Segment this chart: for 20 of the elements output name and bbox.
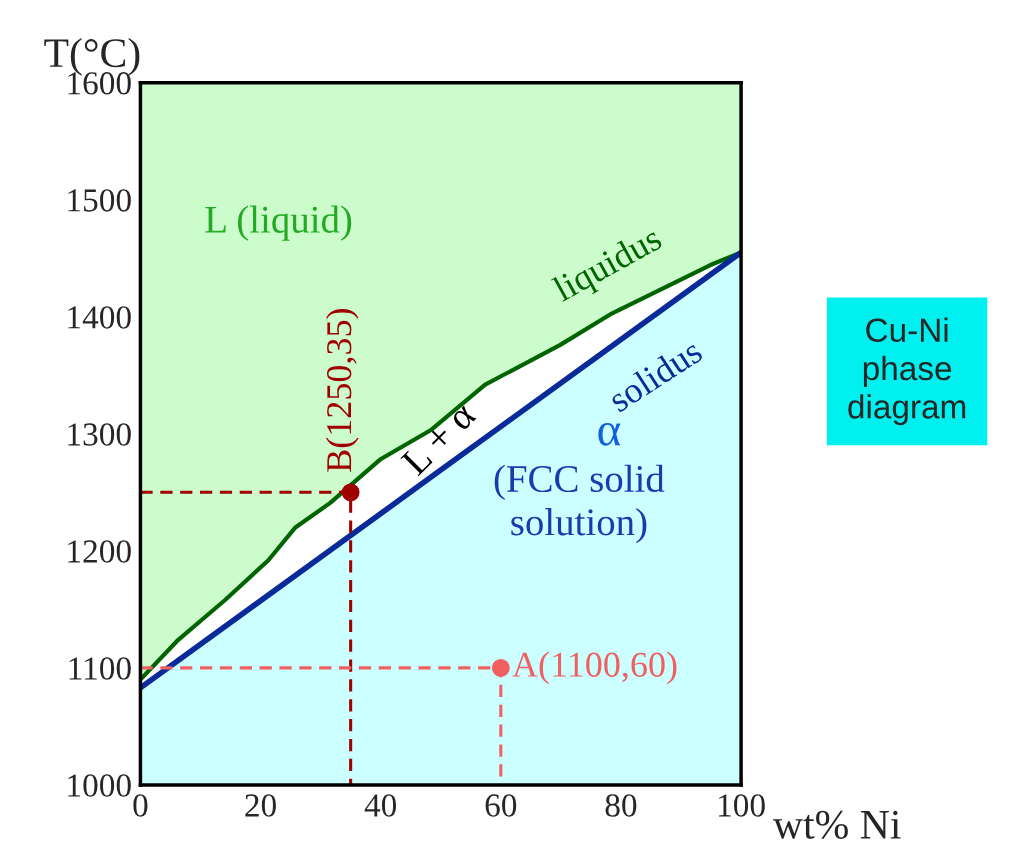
y-tick-label: 1000 (68, 774, 131, 797)
x-tick-label: 100 (719, 794, 765, 817)
annotation: (FCC solid solution) (494, 464, 665, 544)
annotation: L + α (400, 400, 477, 477)
y-tick-label: 1300 (68, 423, 131, 446)
annotation: A(1100,60) (512, 651, 677, 685)
x-axis-title: wt% Ni (772, 810, 901, 839)
x-tick-label: 20 (245, 794, 276, 817)
annotation: B(1250,35) (325, 308, 359, 472)
annotation: α (598, 422, 621, 446)
annotation: L (liquid) (205, 205, 352, 241)
y-tick-label: 1500 (68, 189, 131, 212)
y-tick-label: 1200 (68, 540, 131, 563)
text: Cu-Ni phase diagram (848, 317, 966, 426)
x-tick-label: 0 (133, 794, 148, 817)
y-tick-label: 1100 (69, 657, 131, 680)
x-tick-label: 60 (485, 794, 517, 817)
x-tick-label: 80 (605, 794, 637, 817)
x-tick-label: 40 (364, 794, 397, 817)
y-tick-label: 1400 (68, 306, 131, 329)
